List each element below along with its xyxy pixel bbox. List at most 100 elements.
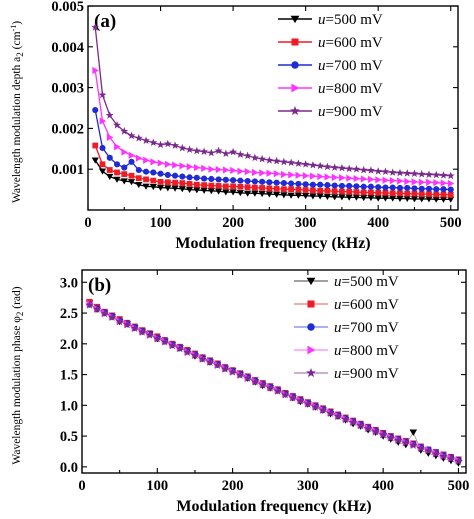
data-point [397,190,403,197]
data-point [172,161,179,169]
series-4 [92,66,455,188]
data-point [243,151,252,160]
data-point [128,172,135,179]
legend-label: u=500 mV [334,274,399,290]
data-point [99,144,106,152]
data-point [244,177,251,185]
data-point [200,187,208,194]
data-point [433,191,440,198]
data-point [229,147,238,156]
data-point [230,166,237,175]
data-point [433,179,440,187]
data-point [190,351,200,360]
x-tick-label: 100 [146,478,168,494]
y-tick-label: 2.5 [60,306,78,322]
data-point [258,190,266,198]
data-point [348,418,358,427]
data-point [339,188,345,195]
data-point [157,178,164,185]
data-point [360,183,367,190]
data-point [85,300,94,309]
data-point [114,143,121,151]
data-point [113,121,121,129]
data-point [208,165,215,173]
data-point [360,195,368,202]
y-axis-title-close: ) [11,21,23,25]
data-point [114,169,120,176]
data-point [389,184,396,191]
data-point [128,158,135,165]
legend-label: u=600 mV [318,35,383,51]
data-point [236,150,245,158]
legend-label-var: u [334,297,342,313]
data-point [359,165,368,174]
legend-marker [290,105,300,116]
legend-marker [307,345,316,355]
y-axis-title-sub: 2 [15,312,25,317]
data-point [425,170,433,178]
data-point [153,334,162,343]
data-point [416,444,425,452]
x-axis-title: Modulation frequency (kHz) [175,235,370,252]
data-point [353,189,360,195]
data-point [157,170,164,177]
series-3 [92,106,454,193]
legend: u=500 mVu=600 mVu=700 mVu=800 mVu=900 mV [294,274,399,382]
y-tick-label: 2.0 [60,337,78,353]
data-point [186,163,194,171]
data-point [324,187,331,194]
data-point [281,390,290,399]
data-point [432,196,440,203]
data-point [237,183,244,190]
y-tick-label: 3.0 [60,275,78,291]
data-point [98,90,107,99]
data-point [360,189,367,196]
data-point [411,185,418,192]
data-point [439,171,448,179]
data-point [317,172,324,181]
y-tick-label: 0.002 [51,121,84,137]
data-point [99,161,106,168]
data-point [439,452,448,460]
data-point [431,449,441,458]
data-point [179,173,186,180]
data-point [150,169,157,176]
legend-label-value: =700 mV [342,320,399,336]
data-point [106,154,113,161]
data-point [200,147,209,156]
series-5 [91,23,455,180]
data-point [121,164,128,171]
legend-label-value: =900 mV [326,104,383,120]
data-point [145,330,154,339]
data-point [287,158,296,167]
y-axis-title: Wavelength modulation depth a2 (cm-1) [9,21,25,203]
data-point [98,168,107,175]
data-point [135,154,143,162]
data-point [149,138,158,147]
data-point [186,174,193,181]
data-point [220,364,230,373]
data-point [92,106,99,114]
data-point [201,164,208,172]
data-point [163,139,172,148]
data-point [324,182,331,189]
data-point [404,190,411,197]
data-point [309,181,316,188]
x-tick-label: 500 [440,215,462,231]
data-point [425,196,433,203]
data-point [346,188,353,195]
data-point [273,185,280,192]
data-point [265,156,274,164]
data-point [316,161,325,170]
data-point [294,159,303,167]
data-point [447,179,455,188]
data-point [330,163,339,171]
data-point [222,183,229,190]
data-point [106,167,113,173]
data-point [302,187,309,193]
legend-label-value: =600 mV [342,297,399,313]
data-point [156,140,165,149]
legend-label: u=900 mV [334,366,399,382]
data-point [397,177,404,185]
series-2 [92,142,454,198]
